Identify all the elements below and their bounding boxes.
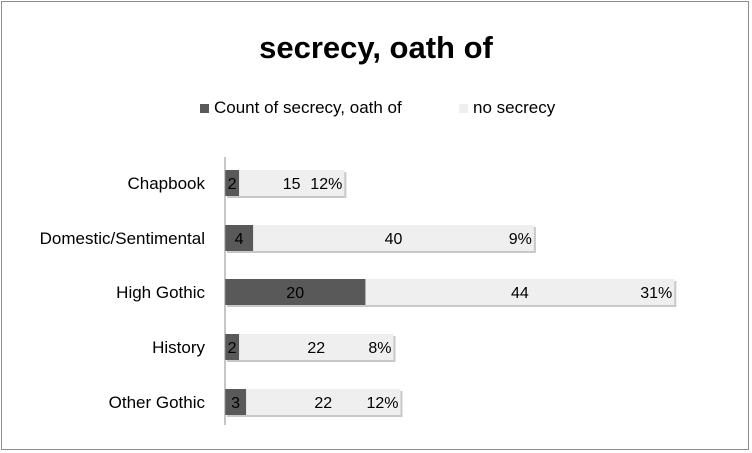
bar-no-secrecy — [239, 334, 394, 360]
percent-label: 8% — [368, 340, 391, 357]
bar-no-secrecy — [365, 279, 675, 305]
category-label: History — [152, 338, 205, 357]
data-label-count: 4 — [235, 231, 244, 248]
chart-title: secrecy, oath of — [259, 30, 493, 65]
bar-count-secrecy — [225, 170, 240, 196]
bar-no-secrecy — [239, 170, 345, 196]
bar-count-secrecy — [225, 334, 240, 360]
chart-legend: Count of secrecy, oath of no secrecy — [0, 98, 752, 122]
data-label-count: 2 — [228, 340, 237, 357]
legend-swatch-count — [200, 103, 209, 113]
legend-label-no-secrecy: no secrecy — [473, 98, 556, 117]
percent-label: 9% — [509, 231, 532, 248]
percent-label: 12% — [310, 176, 342, 193]
data-label-no-secrecy: 40 — [385, 231, 403, 248]
data-label-no-secrecy: 15 — [283, 176, 301, 193]
bar-count-secrecy — [225, 389, 247, 415]
category-label: High Gothic — [116, 283, 205, 302]
category-label: Domestic/Sentimental — [40, 229, 205, 248]
data-label-no-secrecy: 22 — [314, 395, 332, 412]
percent-label: 12% — [366, 395, 398, 412]
legend-swatch-no-secrecy — [459, 103, 468, 113]
data-label-count: 20 — [286, 285, 304, 302]
category-label: Chapbook — [127, 174, 205, 193]
data-label-no-secrecy: 22 — [307, 340, 325, 357]
bar-count-secrecy — [225, 279, 366, 305]
percent-label: 31% — [640, 285, 672, 302]
bar-count-secrecy — [225, 225, 254, 251]
bar-no-secrecy — [246, 389, 401, 415]
legend-item-count: Count of secrecy, oath of — [200, 98, 402, 118]
data-label-no-secrecy: 44 — [511, 285, 529, 302]
data-label-count: 3 — [231, 395, 240, 412]
legend-item-no-secrecy: no secrecy — [459, 98, 555, 118]
bar-no-secrecy — [253, 225, 534, 251]
legend-label-count: Count of secrecy, oath of — [214, 98, 402, 117]
category-label: Other Gothic — [109, 393, 206, 412]
data-label-count: 2 — [228, 176, 237, 193]
